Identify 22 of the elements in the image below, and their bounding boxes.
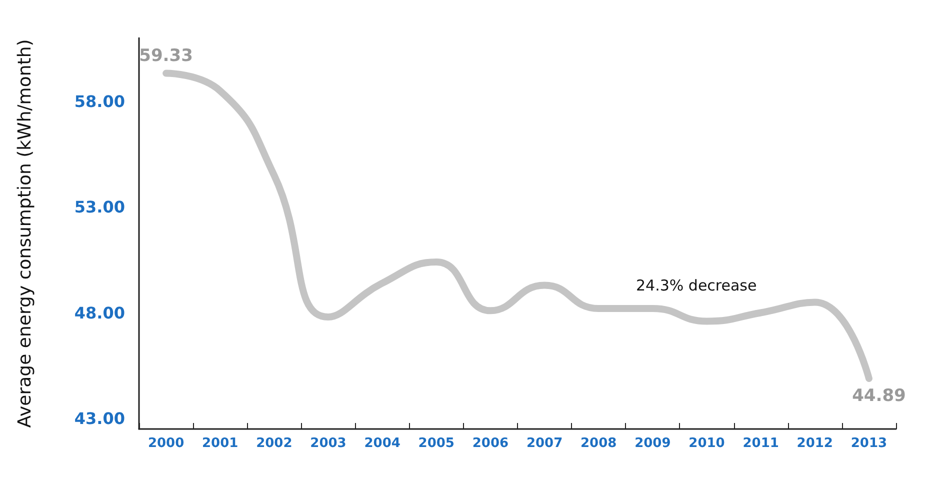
x-tick-label: 2003 (310, 436, 346, 451)
y-axis-title: Average energy consumption (kWh/month) (14, 39, 36, 428)
x-tick-label: 2007 (526, 436, 563, 451)
x-tick-label: 2008 (580, 436, 617, 451)
y-tick-label: 58.00 (74, 92, 125, 111)
x-tick-label: 2005 (418, 436, 454, 451)
x-tick-label: 2004 (364, 436, 400, 451)
y-tick-label: 53.00 (74, 198, 125, 217)
data-label: 44.89 (852, 386, 906, 406)
x-tick-label: 2006 (472, 436, 509, 451)
x-tick-label: 2011 (742, 436, 779, 451)
y-tick-label: 43.00 (74, 408, 125, 428)
x-tick-label: 2000 (148, 436, 184, 451)
x-tick-label: 2010 (688, 436, 725, 451)
data-label: 59.33 (139, 46, 193, 66)
x-tick-label: 2013 (850, 436, 888, 451)
annotation: 24.3% decrease (636, 276, 757, 294)
y-tick-label: 48.00 (74, 303, 125, 322)
x-tick-label: 2009 (634, 436, 671, 451)
x-tick-label: 2002 (256, 436, 292, 451)
x-tick-label: 2012 (796, 436, 833, 451)
x-tick-label: 2001 (202, 436, 238, 451)
